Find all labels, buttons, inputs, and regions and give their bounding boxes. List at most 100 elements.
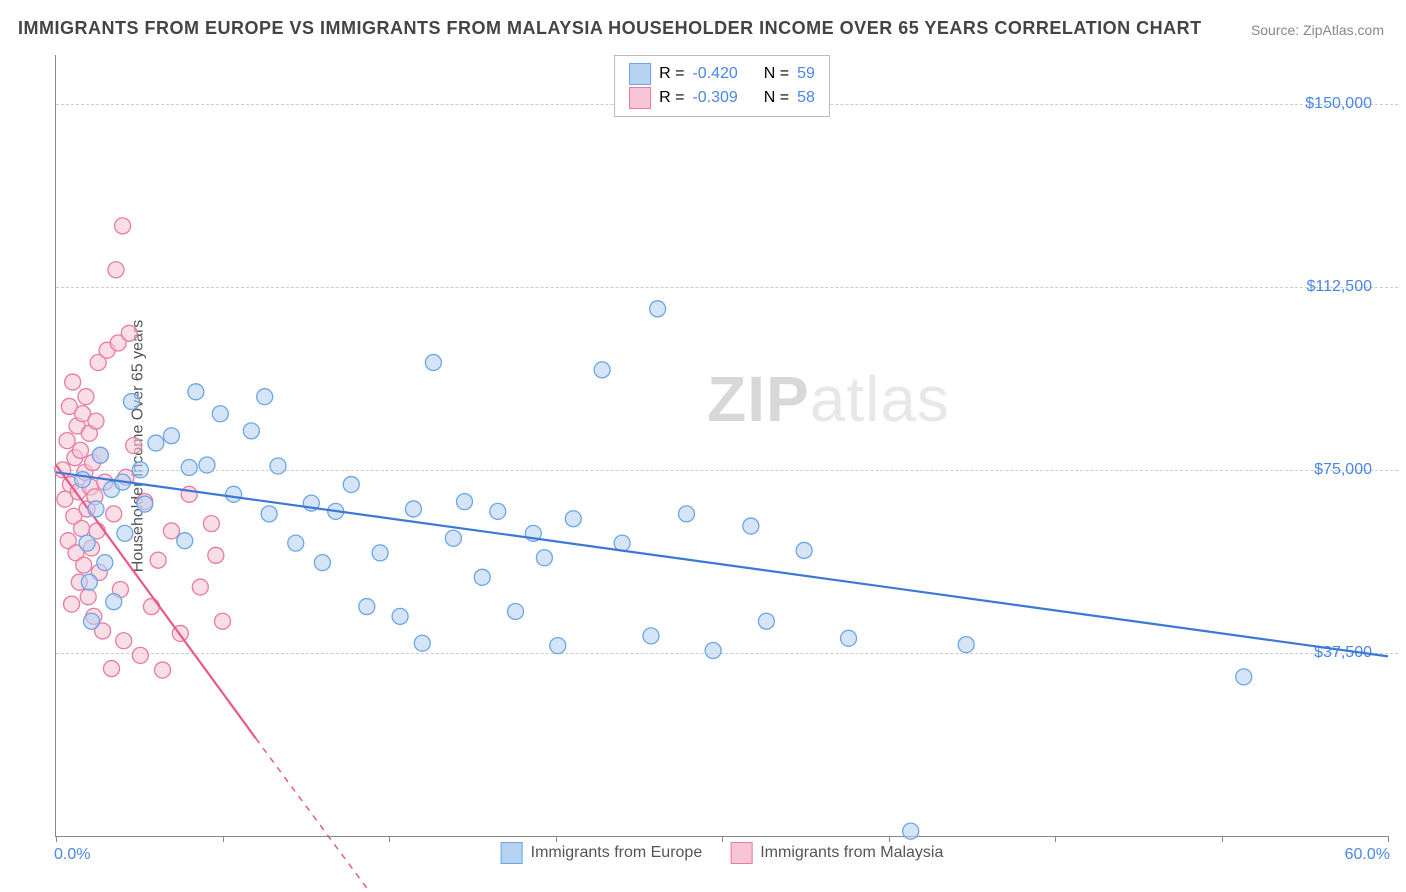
europe-point <box>288 535 304 551</box>
europe-point <box>97 555 113 571</box>
europe-point <box>123 394 139 410</box>
europe-point <box>270 458 286 474</box>
malaysia-point <box>143 599 159 615</box>
malaysia-point <box>106 506 122 522</box>
europe-point <box>705 643 721 659</box>
legend-label: Immigrants from Europe <box>531 844 703 862</box>
europe-point <box>212 406 228 422</box>
europe-point <box>758 613 774 629</box>
x-tick <box>389 836 390 842</box>
correlation-stats-box: R =-0.420N =59R =-0.309N =58 <box>614 55 830 117</box>
europe-point <box>226 486 242 502</box>
europe-point <box>84 613 100 629</box>
malaysia-point <box>59 433 75 449</box>
malaysia-point <box>108 262 124 278</box>
stats-row-malaysia: R =-0.309N =58 <box>629 86 815 110</box>
n-label: N = <box>764 86 789 110</box>
malaysia-point <box>208 547 224 563</box>
malaysia-point <box>181 486 197 502</box>
europe-point <box>372 545 388 561</box>
r-value: -0.420 <box>692 62 737 86</box>
malaysia-trend-extension <box>256 738 422 892</box>
stats-row-europe: R =-0.420N =59 <box>629 62 815 86</box>
malaysia-point <box>88 413 104 429</box>
europe-point <box>425 355 441 371</box>
europe-point <box>456 494 472 510</box>
europe-point <box>550 638 566 654</box>
n-value: 59 <box>797 62 815 86</box>
x-tick <box>56 836 57 842</box>
scatter-svg <box>56 55 1388 836</box>
x-min-label: 0.0% <box>54 846 90 864</box>
europe-point <box>405 501 421 517</box>
europe-point <box>181 459 197 475</box>
europe-trend-line <box>56 472 1388 656</box>
malaysia-point <box>76 557 92 573</box>
europe-point <box>958 637 974 653</box>
europe-point <box>261 506 277 522</box>
r-label: R = <box>659 62 684 86</box>
europe-point <box>392 608 408 624</box>
europe-point <box>359 599 375 615</box>
europe-point <box>536 550 552 566</box>
europe-point <box>678 506 694 522</box>
europe-point <box>903 823 919 839</box>
europe-point <box>88 501 104 517</box>
r-value: -0.309 <box>692 86 737 110</box>
malaysia-point <box>192 579 208 595</box>
malaysia-point <box>104 661 120 677</box>
europe-point <box>594 362 610 378</box>
malaysia-point <box>78 389 94 405</box>
malaysia-point <box>74 520 90 536</box>
plot-area: ZIPatlas $37,500$75,000$112,500$150,000 … <box>55 55 1388 837</box>
malaysia-point <box>65 374 81 390</box>
malaysia-point <box>72 442 88 458</box>
europe-point <box>117 525 133 541</box>
malaysia-point <box>163 523 179 539</box>
europe-point <box>188 384 204 400</box>
europe-point <box>1236 669 1252 685</box>
legend-item-malaysia: Immigrants from Malaysia <box>730 842 943 864</box>
europe-point <box>163 428 179 444</box>
malaysia-point <box>115 218 131 234</box>
x-max-label: 60.0% <box>1345 846 1390 864</box>
europe-point <box>243 423 259 439</box>
series-legend: Immigrants from Europe Immigrants from Ma… <box>501 842 944 864</box>
europe-point <box>796 542 812 558</box>
europe-point <box>257 389 273 405</box>
n-value: 58 <box>797 86 815 110</box>
x-tick <box>1388 836 1389 842</box>
malaysia-point <box>126 438 142 454</box>
chart-title: IMMIGRANTS FROM EUROPE VS IMMIGRANTS FRO… <box>18 18 1202 39</box>
europe-point <box>414 635 430 651</box>
europe-point <box>743 518 759 534</box>
europe-point <box>343 477 359 493</box>
europe-point <box>199 457 215 473</box>
europe-point <box>490 503 506 519</box>
europe-point <box>314 555 330 571</box>
europe-point <box>137 496 153 512</box>
europe-swatch <box>501 842 523 864</box>
malaysia-point <box>150 552 166 568</box>
europe-point <box>92 447 108 463</box>
legend-label: Immigrants from Malaysia <box>760 844 943 862</box>
europe-point <box>508 603 524 619</box>
europe-swatch <box>629 63 651 85</box>
europe-point <box>75 472 91 488</box>
europe-point <box>474 569 490 585</box>
europe-point <box>132 462 148 478</box>
europe-point <box>81 574 97 590</box>
malaysia-point <box>132 647 148 663</box>
europe-point <box>643 628 659 644</box>
legend-item-europe: Immigrants from Europe <box>501 842 703 864</box>
europe-point <box>650 301 666 317</box>
europe-point <box>79 535 95 551</box>
malaysia-point <box>155 662 171 678</box>
x-tick <box>1055 836 1056 842</box>
malaysia-point <box>215 613 231 629</box>
europe-point <box>841 630 857 646</box>
europe-point <box>177 533 193 549</box>
malaysia-point <box>116 633 132 649</box>
malaysia-point <box>64 596 80 612</box>
europe-point <box>148 435 164 451</box>
